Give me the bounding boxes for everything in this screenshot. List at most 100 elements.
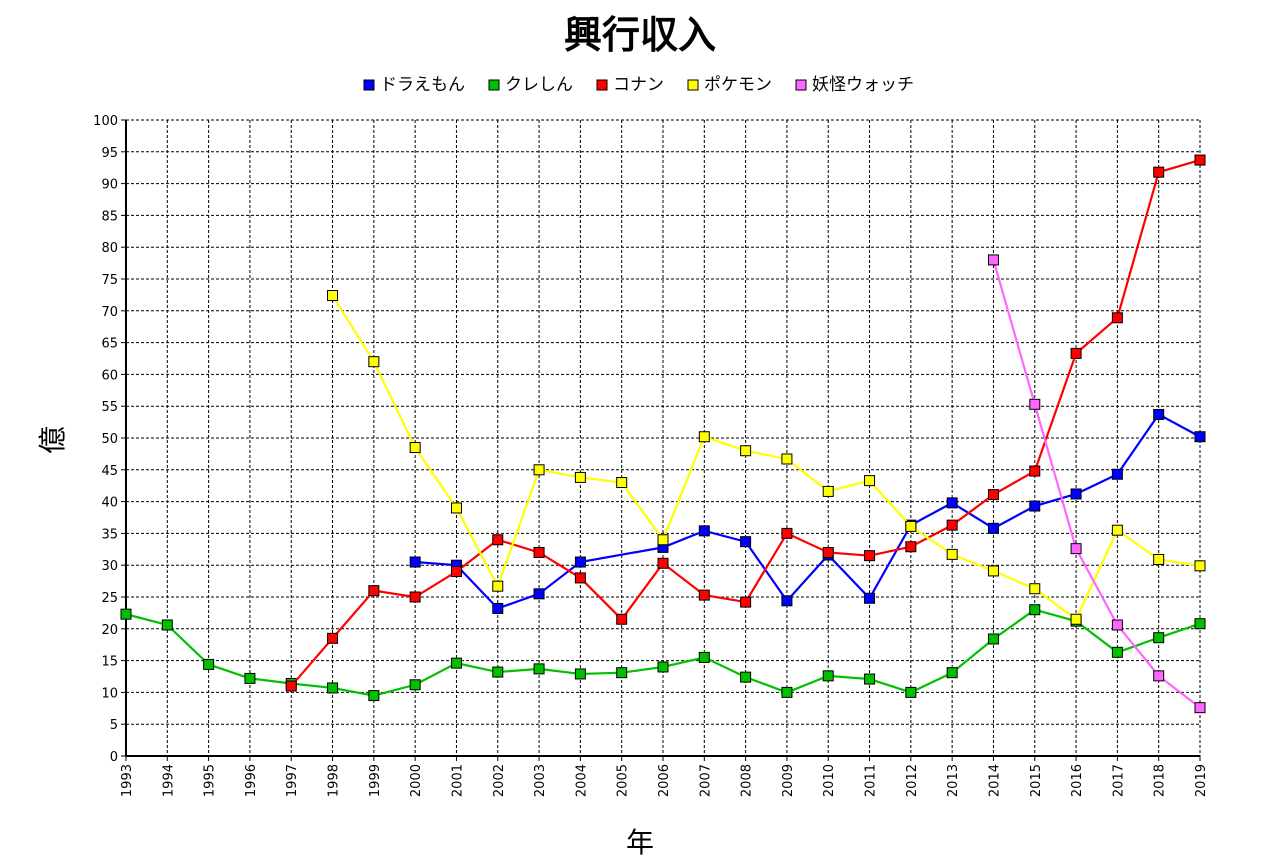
data-point — [1029, 465, 1041, 477]
x-tick-label: 2010 — [822, 764, 837, 797]
series-4 — [327, 290, 1206, 625]
y-tick-label: 50 — [101, 432, 118, 447]
y-tick-label: 0 — [110, 750, 118, 765]
data-point — [740, 671, 752, 683]
data-point — [616, 613, 628, 625]
data-point — [450, 566, 462, 578]
data-point — [1070, 347, 1082, 359]
data-point — [740, 596, 752, 608]
legend-item: クレしん — [488, 75, 573, 95]
x-tick-label: 1995 — [203, 764, 218, 797]
legend-label: クレしん — [505, 75, 573, 95]
data-point — [327, 682, 339, 694]
data-point — [120, 608, 132, 620]
data-point — [905, 686, 917, 698]
data-point — [1029, 583, 1041, 595]
x-tick-labels: 1993 1994 1995 1996 1997 1998 1999 2000 2001 2002… — [120, 756, 1209, 797]
y-tick-label: 75 — [101, 273, 118, 288]
data-point — [946, 497, 958, 509]
data-point — [1153, 408, 1165, 420]
legend-label: ポケモン — [704, 75, 772, 95]
data-point — [368, 356, 380, 368]
x-tick-label: 2006 — [657, 764, 672, 797]
data-point — [987, 522, 999, 534]
x-tick-label: 2009 — [781, 764, 796, 797]
y-tick-label: 5 — [110, 718, 118, 733]
legend-item: ポケモン — [687, 75, 772, 95]
data-point — [1111, 468, 1123, 480]
legend-label: ドラえもん — [380, 75, 465, 95]
data-point — [987, 633, 999, 645]
data-point — [574, 572, 586, 584]
data-point — [864, 475, 876, 487]
y-tick-label: 10 — [101, 686, 118, 701]
data-point — [1111, 619, 1123, 631]
data-point — [987, 565, 999, 577]
y-tick-label: 40 — [101, 496, 118, 511]
legend-item: コナン — [596, 75, 664, 95]
legend-marker — [488, 79, 500, 91]
y-tick-label: 65 — [101, 337, 118, 352]
legend-marker — [687, 79, 699, 91]
data-point — [698, 525, 710, 537]
x-tick-label: 2018 — [1153, 764, 1168, 797]
data-point — [244, 672, 256, 684]
x-tick-label: 2015 — [1029, 764, 1044, 797]
x-tick-label: 2005 — [616, 764, 631, 797]
x-tick-label: 2007 — [698, 764, 713, 797]
data-point — [574, 668, 586, 680]
series-line — [331, 294, 1201, 621]
data-point — [1194, 618, 1206, 630]
x-tick-label: 2016 — [1070, 764, 1085, 797]
x-tick-label: 2017 — [1111, 764, 1126, 797]
data-point — [368, 690, 380, 702]
data-point — [698, 651, 710, 663]
legend-item: ドラえもん — [363, 75, 465, 95]
data-point — [822, 485, 834, 497]
series-line — [992, 259, 1201, 709]
data-point — [657, 661, 669, 673]
data-point — [1029, 398, 1041, 410]
series-2 — [120, 604, 1206, 702]
data-point — [1111, 524, 1123, 536]
data-point — [409, 556, 421, 568]
data-point — [1153, 553, 1165, 565]
legend: ドラえもん クレしん コナン ポケモン 妖怪ウォッチ — [363, 75, 914, 95]
y-tick-label: 20 — [101, 623, 118, 638]
x-tick-label: 1993 — [120, 764, 135, 797]
data-point — [1194, 702, 1206, 714]
legend-marker — [596, 79, 608, 91]
data-point — [409, 442, 421, 454]
y-tick-label: 15 — [101, 655, 118, 670]
data-point — [1029, 500, 1041, 512]
data-point — [1153, 166, 1165, 178]
x-tick-label: 2000 — [409, 764, 424, 797]
series-3 — [285, 154, 1206, 692]
legend-marker — [363, 79, 375, 91]
data-point — [698, 431, 710, 443]
y-tick-label: 35 — [101, 527, 118, 542]
data-point — [533, 663, 545, 675]
data-point — [781, 686, 793, 698]
series-5 — [987, 254, 1206, 714]
data-point — [616, 477, 628, 489]
data-point — [698, 589, 710, 601]
data-point — [657, 557, 669, 569]
data-point — [740, 445, 752, 457]
legend-label: 妖怪ウォッチ — [812, 75, 914, 95]
y-tick-label: 95 — [101, 146, 118, 161]
data-point — [740, 536, 752, 548]
data-point — [533, 546, 545, 558]
y-tick-label: 25 — [101, 591, 118, 606]
legend-item: 妖怪ウォッチ — [795, 75, 914, 95]
y-tick-labels: 0 5 10 15 20 25 30 35 40 45 50 55 60 65 70 75 80 85 90 95 10… — [93, 114, 126, 765]
data-point — [946, 548, 958, 560]
data-point — [327, 632, 339, 644]
data-point — [492, 666, 504, 678]
data-point — [368, 585, 380, 597]
y-tick-label: 55 — [101, 400, 118, 415]
data-point — [781, 595, 793, 607]
data-point — [492, 534, 504, 546]
